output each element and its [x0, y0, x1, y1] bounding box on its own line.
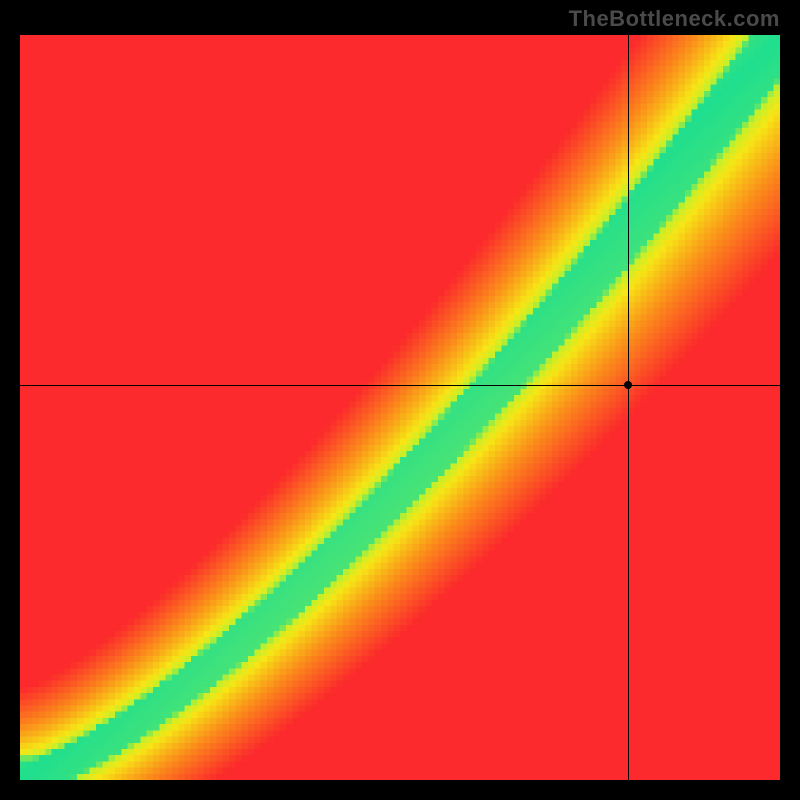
bottleneck-heatmap — [20, 35, 780, 780]
plot-area — [20, 35, 780, 780]
watermark-text: TheBottleneck.com — [569, 6, 780, 32]
chart-container: TheBottleneck.com — [0, 0, 800, 800]
marker-dot — [624, 381, 632, 389]
crosshair-horizontal — [20, 385, 780, 386]
crosshair-vertical — [628, 35, 629, 780]
